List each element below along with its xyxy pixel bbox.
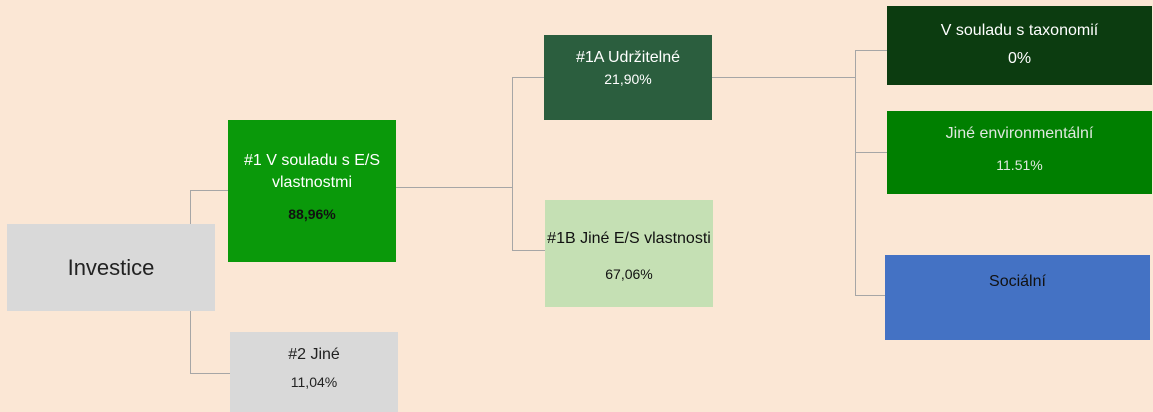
node-label: Jiné environmentální [945,125,1094,142]
node-other-es: #1B Jiné E/S vlastnosti 67,06% [545,200,713,307]
node-value: 88,96% [288,206,336,222]
node-es: #1 V souladu s E/S vlastnostmi 88,96% [228,120,396,262]
node-social: Sociální [885,255,1150,340]
node-label: Investice [67,254,155,280]
node-label: #1B Jiné E/S vlastnosti [547,230,711,247]
node-investice: Investice [7,224,215,311]
node-value: 0% [1007,50,1032,67]
node-label: V souladu s taxonomií [940,22,1099,39]
node-label: #1 V souladu s E/S vlastnostmi [243,152,381,191]
node-value: 67,06% [605,266,653,282]
node-other: #2 Jiné 11,04% [230,332,398,412]
node-label: #2 Jiné [288,346,340,363]
node-sustainable: #1A Udržitelné 21,90% [544,35,712,120]
node-value: 21,90% [604,71,652,87]
node-label: #1A Udržitelné [575,49,681,66]
node-value: 11.51% [996,157,1043,173]
node-environmental: Jiné environmentální 11.51% [887,111,1152,194]
node-label: Sociální [989,273,1046,290]
node-value: 11,04% [290,374,338,390]
node-taxonomy: V souladu s taxonomií 0% [887,6,1152,85]
